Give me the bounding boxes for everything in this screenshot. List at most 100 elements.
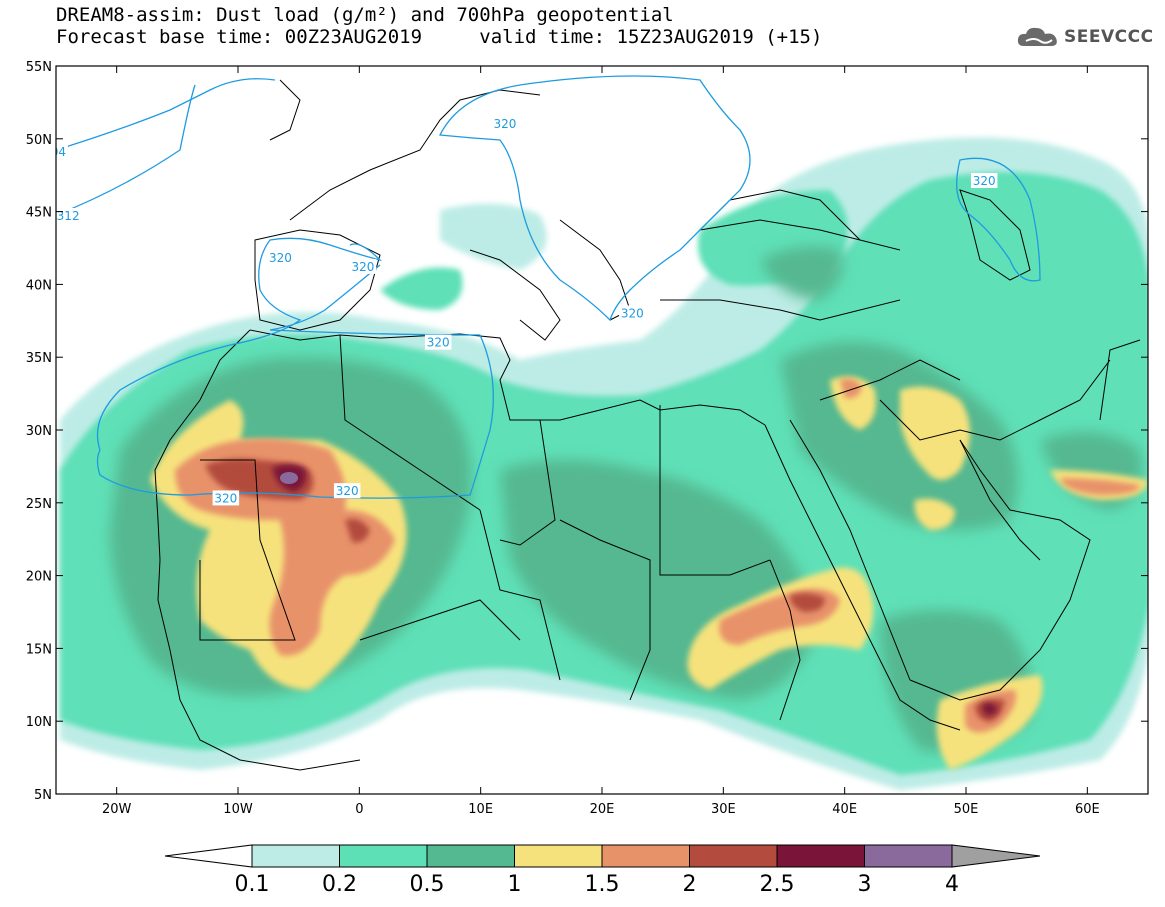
border-niger [479, 509, 561, 681]
contour-304 [56, 78, 276, 151]
y-tick-label: 15N [26, 642, 52, 657]
coastline-red-sea-west [764, 424, 961, 731]
x-axis: 20W 10W 0 10E 20E 30E 40E 50E 60E [102, 66, 1100, 817]
colorbar-swatch [514, 844, 603, 868]
contour-labels: 320 320 320 320 320 320 320 320 04 312 [51, 116, 998, 506]
contour-320-iberia [96, 237, 383, 451]
colorbar-swatch [339, 844, 428, 868]
y-tick-label: 55N [26, 60, 52, 75]
border-sahel [359, 599, 521, 641]
y-tick-label: 45N [26, 206, 52, 221]
plot-area: 320 320 320 320 320 320 320 320 04 312 [51, 66, 1148, 794]
colorbar-under-arrow [164, 844, 253, 868]
colorbar-label: 1.5 [585, 872, 620, 897]
colorbar-label: 4 [945, 872, 959, 897]
colorbar-swatch [864, 844, 953, 868]
y-tick-label: 50N [26, 133, 52, 148]
colorbar-label: 2 [683, 872, 697, 897]
contour-320-europe [438, 75, 751, 322]
x-tick-label: 0 [355, 802, 363, 817]
border-mauritania [199, 459, 296, 641]
logo-text: SEEVCCC [1064, 27, 1154, 47]
contour-label-bg [491, 116, 519, 132]
geopotential-contours [56, 75, 1041, 499]
italy [469, 249, 561, 341]
colorbar: 0.1 0.2 0.5 1 1.5 2 2.5 3 4 [164, 844, 1041, 897]
contour-label: 04 [51, 145, 66, 159]
y-tick-label: 10N [26, 715, 52, 730]
contour-label-bg [56, 143, 68, 159]
y-axis: 55N 50N 45N 40N 35N 30N 25N 20N 15N 10N 5N [26, 60, 1148, 803]
dust-band-3 [280, 472, 298, 484]
base-time: Forecast base time: 00Z23AUG2019 [56, 26, 423, 48]
contour-label: 320 [973, 174, 996, 188]
contour-label: 320 [214, 491, 237, 505]
cloud-icon [1017, 27, 1057, 46]
contour-label: 320 [352, 260, 375, 274]
contour-label: 320 [493, 117, 516, 131]
x-tick-label: 50E [954, 802, 979, 817]
valid-time: valid time: 15Z23AUG2019 (+15) [479, 26, 823, 48]
x-tick-label: 40E [832, 802, 857, 817]
contour-320-sahara [96, 329, 494, 499]
colorbar-swatch [426, 844, 515, 868]
y-tick-label: 25N [26, 497, 52, 512]
x-tick-label: 10E [468, 802, 493, 817]
y-tick-label: 30N [26, 424, 52, 439]
border-chad-sudan [559, 519, 651, 701]
contour-label-bg [424, 334, 452, 350]
border-libya [499, 419, 556, 546]
y-tick-label: 20N [26, 570, 52, 585]
y-tick-label: 40N [26, 278, 52, 293]
colorbar-swatch [776, 844, 865, 868]
border-pakistan [1099, 339, 1141, 421]
x-tick-label: 30E [711, 802, 736, 817]
border-sudan-ethiopia [769, 559, 801, 721]
colorbar-swatch [601, 844, 690, 868]
iberia [254, 229, 381, 331]
contour-label-bg [349, 258, 377, 274]
border-iran-iraq [879, 359, 1111, 441]
contour-label-bg [619, 305, 646, 321]
map-title: DREAM8-assim: Dust load (g/m²) and 700hP… [56, 4, 674, 26]
coastline-red-sea-east [789, 419, 911, 681]
x-tick-label: 20E [590, 802, 615, 817]
border-egypt [659, 405, 771, 576]
turkey [660, 299, 901, 321]
colorbar-label: 1 [508, 872, 522, 897]
contour-label-bg [333, 483, 361, 499]
x-tick-label: 20W [102, 802, 132, 817]
colorbar-label: 0.2 [322, 872, 357, 897]
colorbar-label: 0.5 [410, 872, 445, 897]
colorbar-label: 2.5 [760, 872, 795, 897]
contour-label: 312 [57, 209, 80, 223]
contour-312 [56, 84, 196, 216]
colorbar-swatch [689, 844, 778, 868]
coastline-north-africa [249, 329, 766, 426]
y-tick-label: 5N [34, 788, 52, 803]
border-syria-iraq [819, 359, 961, 401]
contour-label-bg [267, 250, 294, 266]
colorbar-label: 3 [858, 872, 872, 897]
colorbar-swatch [251, 844, 340, 868]
x-tick-label: 60E [1075, 802, 1100, 817]
black-sea-south [699, 219, 901, 251]
border-algeria [339, 334, 481, 511]
contour-label: 320 [269, 251, 292, 265]
y-tick-label: 35N [26, 351, 52, 366]
contour-label-bg [212, 490, 240, 506]
contour-320-caspian [956, 157, 1041, 282]
map-subtitle: Forecast base time: 00Z23AUG2019 valid t… [56, 26, 822, 48]
contour-label: 320 [621, 307, 644, 321]
colorbar-label: 0.1 [235, 872, 270, 897]
x-tick-label: 10W [223, 802, 253, 817]
coastline-west-africa [154, 329, 361, 771]
british-isles [269, 79, 301, 141]
contour-label: 320 [427, 336, 450, 350]
colorbar-over-arrow [951, 844, 1041, 868]
contour-label: 320 [336, 484, 359, 498]
border-saudi [959, 439, 1041, 561]
seevccc-logo: SEEVCCC [1016, 24, 1154, 50]
contour-label-bg [970, 173, 998, 189]
